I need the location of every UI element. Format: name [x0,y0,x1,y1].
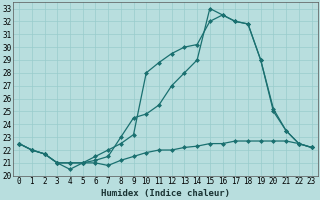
X-axis label: Humidex (Indice chaleur): Humidex (Indice chaleur) [101,189,230,198]
